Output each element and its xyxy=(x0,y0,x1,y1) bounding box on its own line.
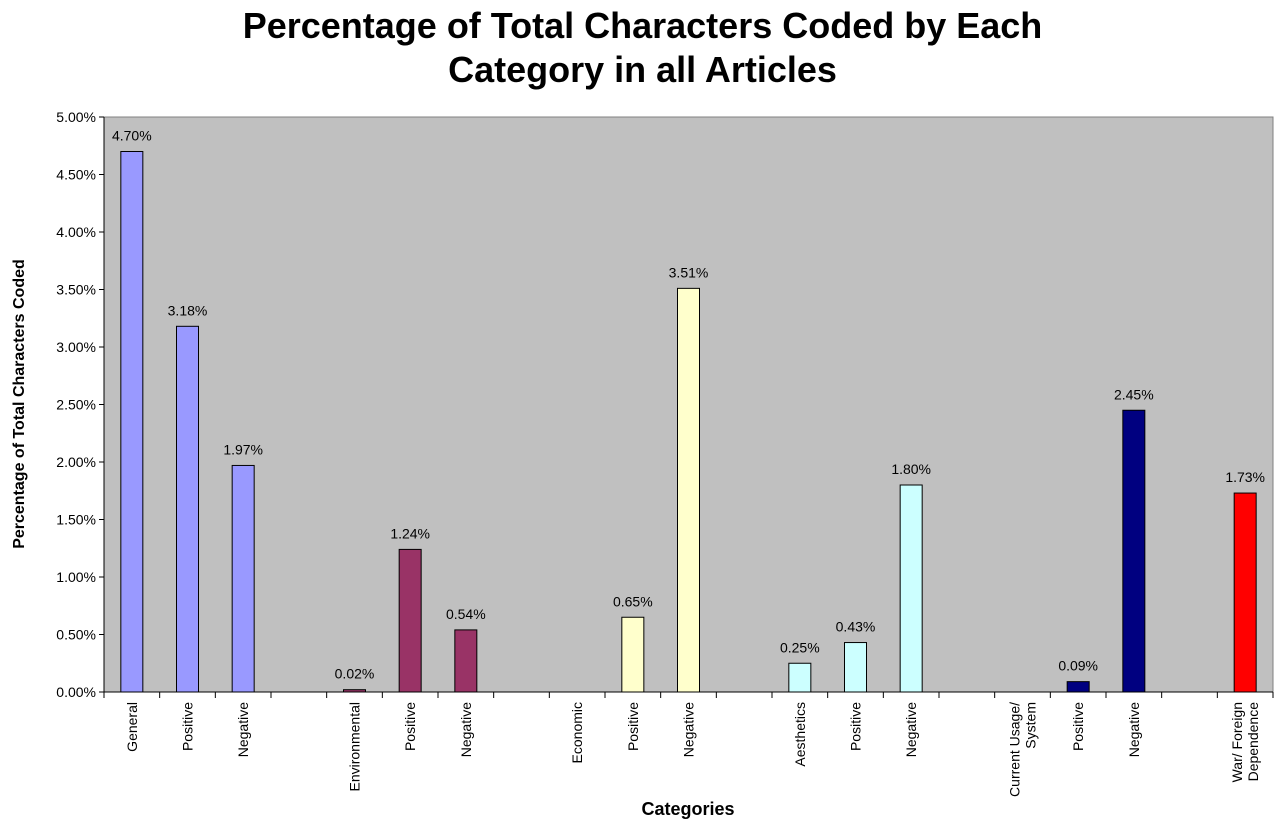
x-tick-label-line: Dependence xyxy=(1245,702,1261,782)
x-tick-label: Negative xyxy=(235,702,251,757)
bar xyxy=(398,548,422,693)
bar xyxy=(844,642,867,693)
x-tick-label-line: War/ Foreign xyxy=(1229,702,1245,782)
x-tick-label: Positive xyxy=(848,702,864,751)
data-label: 1.97% xyxy=(223,441,263,457)
x-tick-label: Aesthetics xyxy=(792,702,808,767)
chart-title-line-2: Category in all Articles xyxy=(448,49,837,90)
x-tick-label: Current Usage/System xyxy=(1007,702,1039,797)
bar xyxy=(788,662,812,693)
y-tick-label: 5.00% xyxy=(56,109,96,125)
x-tick-label-line: Positive xyxy=(402,702,418,751)
data-label: 4.70% xyxy=(112,128,152,144)
x-tick-label-line: Environmental xyxy=(347,702,363,792)
x-tick-label-line: Positive xyxy=(625,702,641,751)
bar xyxy=(621,616,645,693)
y-tick-label: 1.50% xyxy=(56,512,96,528)
data-label: 0.02% xyxy=(335,666,375,682)
bar xyxy=(231,464,255,693)
data-label: 0.43% xyxy=(836,619,876,635)
y-tick-label: 4.50% xyxy=(56,167,96,183)
y-tick-label: 2.50% xyxy=(56,397,96,413)
x-tick-label-line: Economic xyxy=(569,702,585,763)
y-tick-label: 3.50% xyxy=(56,282,96,298)
bar xyxy=(454,629,478,693)
data-label: 3.51% xyxy=(669,264,709,280)
bar xyxy=(343,689,366,693)
y-tick-label: 4.00% xyxy=(56,224,96,240)
y-tick-label: 3.00% xyxy=(56,339,96,355)
x-tick-label: Negative xyxy=(903,702,919,757)
bar xyxy=(1066,681,1090,693)
bar xyxy=(1122,409,1146,693)
x-tick-label-line: General xyxy=(124,702,140,752)
y-tick-label: 0.00% xyxy=(56,684,96,700)
x-tick-label-line: Positive xyxy=(1070,702,1086,751)
x-tick-label: Negative xyxy=(681,702,697,757)
data-label: 3.18% xyxy=(168,302,208,318)
y-axis-title: Percentage of Total Characters Coded xyxy=(11,259,28,549)
chart-title: Percentage of Total Characters Coded by … xyxy=(0,4,1285,92)
x-tick-label: War/ ForeignDependence xyxy=(1229,702,1261,783)
y-tick-label: 0.50% xyxy=(56,627,96,643)
data-label: 1.24% xyxy=(390,525,430,541)
y-axis: 0.00% 0.50% 1.00% 1.50% 2.00% 2.50% 3.00% 3.50%… xyxy=(56,109,105,700)
bar xyxy=(899,484,923,693)
bar xyxy=(120,151,144,693)
x-tick-label-line: Negative xyxy=(1126,702,1142,757)
x-tick-label-line: System xyxy=(1023,702,1039,749)
x-tick-label-line: Positive xyxy=(180,702,196,751)
bar xyxy=(1233,492,1257,693)
x-tick-label: Positive xyxy=(625,702,641,751)
data-labels: 4.70% 3.18% 1.97% 0.02% 1.24% 0.54% 0.65% 3.51%… xyxy=(112,128,1265,682)
bar xyxy=(677,287,700,693)
data-label: 1.73% xyxy=(1225,469,1265,485)
data-label: 2.45% xyxy=(1114,386,1154,402)
x-tick-label: Economic xyxy=(569,702,585,763)
bars xyxy=(120,151,1257,693)
x-tick-label: Positive xyxy=(1070,702,1086,751)
chart-title-line-1: Percentage of Total Characters Coded by … xyxy=(242,5,1043,46)
x-tick-label: Positive xyxy=(402,702,418,751)
x-tick-label: Positive xyxy=(180,702,196,751)
x-tick-label-line: Negative xyxy=(235,702,251,757)
x-tick-label: Negative xyxy=(458,702,474,757)
x-axis-title: Categories xyxy=(641,799,734,819)
bar xyxy=(176,325,199,693)
x-tick-label: Negative xyxy=(1126,702,1142,757)
x-axis: General Positive Negative Environmental Posi… xyxy=(103,691,1274,797)
x-tick-label: Environmental xyxy=(347,702,363,792)
data-label: 1.80% xyxy=(891,461,931,477)
x-tick-label: General xyxy=(124,702,140,752)
x-tick-label-line: Positive xyxy=(848,702,864,751)
y-tick-label: 2.00% xyxy=(56,454,96,470)
data-label: 0.25% xyxy=(780,639,820,655)
x-tick-label-line: Negative xyxy=(681,702,697,757)
x-tick-label-line: Aesthetics xyxy=(792,702,808,767)
y-tick-label: 1.00% xyxy=(56,569,96,585)
x-tick-label-line: Negative xyxy=(458,702,474,757)
data-label: 0.09% xyxy=(1058,658,1098,674)
data-label: 0.65% xyxy=(613,593,653,609)
x-tick-label-line: Current Usage/ xyxy=(1007,702,1023,797)
x-tick-label-line: Negative xyxy=(903,702,919,757)
data-label: 0.54% xyxy=(446,606,486,622)
